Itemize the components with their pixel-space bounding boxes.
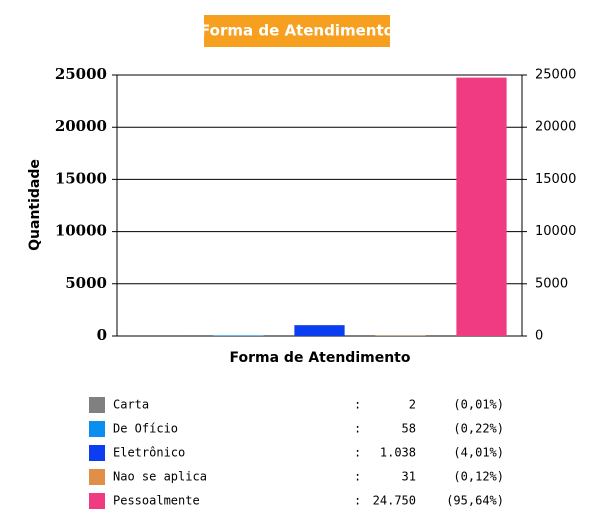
y2-tick-label: 25000 (535, 68, 576, 83)
legend-percent: (0,12%) (453, 470, 504, 484)
legend-label: De Ofício (113, 422, 178, 436)
y2-tick-label: 5000 (535, 276, 568, 291)
legend-percent: (0,22%) (453, 422, 504, 436)
legend-value: 58 (402, 422, 416, 436)
y2-tick-label: 0 (535, 329, 543, 344)
legend-label: Nao se aplica (113, 470, 207, 484)
legend-value: 1.038 (380, 446, 416, 460)
legend-percent: (4,01%) (453, 446, 504, 460)
legend-value: 31 (402, 470, 416, 484)
legend-value: 24.750 (373, 494, 416, 508)
y-tick-label: 20000 (55, 117, 107, 135)
bar (294, 325, 345, 336)
legend-swatch (89, 493, 105, 509)
legend-separator: : (354, 422, 361, 436)
chart-title: Forma de Atendimento (200, 22, 394, 40)
legend-swatch (89, 445, 105, 461)
legend-swatch (89, 421, 105, 437)
y-tick-label: 15000 (55, 169, 107, 187)
legend-label: Pessoalmente (113, 494, 200, 508)
y2-tick-label: 15000 (535, 172, 576, 187)
y-tick-label: 0 (97, 326, 107, 344)
legend-separator: : (354, 398, 361, 412)
legend-swatch (89, 469, 105, 485)
y-tick-label: 25000 (55, 65, 107, 83)
legend-separator: : (354, 470, 361, 484)
legend-percent: (95,64%) (446, 494, 504, 508)
legend-label: Eletrônico (113, 446, 185, 460)
title-box (204, 15, 390, 47)
y-tick-label: 10000 (55, 222, 107, 240)
y-axis-label: Quantidade (27, 159, 43, 251)
legend-swatch (89, 397, 105, 413)
y-tick-label: 5000 (65, 274, 107, 292)
y2-tick-label: 10000 (535, 224, 576, 239)
legend-separator: : (354, 494, 361, 508)
bar (213, 335, 264, 336)
x-axis-label: Forma de Atendimento (230, 350, 411, 366)
legend-separator: : (354, 446, 361, 460)
bar (456, 77, 507, 337)
legend-value: 2 (409, 398, 416, 412)
legend-label: Carta (113, 398, 149, 412)
legend-percent: (0,01%) (453, 398, 504, 412)
y2-tick-label: 20000 (535, 120, 576, 135)
